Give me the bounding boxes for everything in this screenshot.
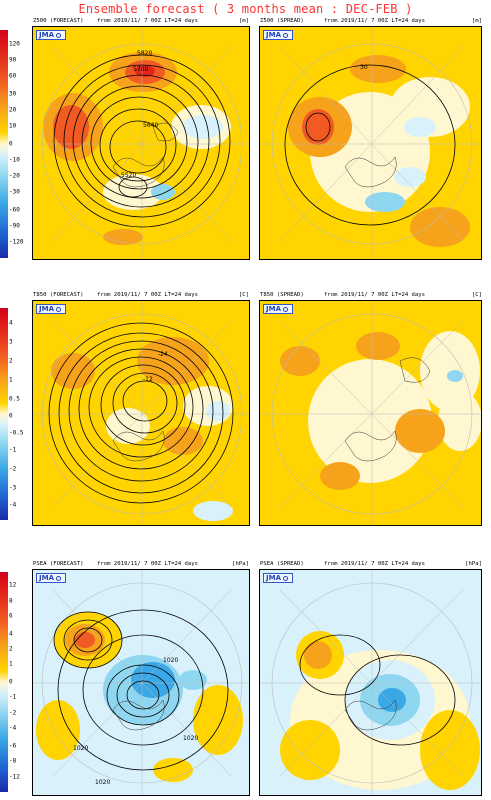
contour-label: 30 [360,64,368,71]
colorbar-tick: -90 [9,222,20,230]
map-z500-forecast: 5820 5700 5640 5520 JMA [32,26,250,260]
colorbar-tick: 0 [9,678,13,686]
colorbar-tick: 20 [9,106,17,114]
colorbar-tick: 0.5 [9,395,20,403]
colorbar-tick: -4 [9,501,17,509]
colorbar-z500-ticks: 120 90 60 30 20 10 0 -10 -20 -30 -60 -90… [9,30,31,258]
panel-unit: [hPa] [232,561,249,567]
contour-label: 1020 [183,735,198,742]
map-t850-forecast-svg: -24 -12 [33,301,249,525]
colorbar-tick: -30 [9,188,20,196]
jma-logo: JMA [263,304,293,314]
panel-from: from 2019/11/ 7 00Z LT=24 days [324,18,426,24]
colorbar-tick: -10 [9,156,20,164]
panel-from: from 2019/11/ 7 00Z LT=24 days [97,292,199,298]
map-z500-spread: 30 JMA [259,26,482,260]
colorbar-tick: 4 [9,319,13,327]
map-t850-spread-svg [260,301,481,525]
panel-label: Z500 (FORECAST) [33,18,84,24]
panel-from: from 2019/11/ 7 00Z LT=24 days [97,18,199,24]
panel-from: from 2019/11/ 7 00Z LT=24 days [324,292,426,298]
colorbar-tick: -4 [9,724,17,732]
colorbar-tick: 8 [9,597,13,605]
contour-label: 5820 [137,50,152,57]
map-psea-spread: JMA [259,569,482,796]
colorbar-tick: 6 [9,612,13,620]
panel-unit: [m] [238,18,249,24]
panel-unit: [C] [471,292,482,298]
contour-label: 1020 [95,779,110,786]
colorbar-tick: -3 [9,484,17,492]
colorbar-psea-ticks: 12 8 6 4 2 1 0 -1 -2 -4 -6 -8 -12 [9,572,31,792]
panel-header-z500-spread: Z500 (SPREAD) from 2019/11/ 7 00Z LT=24 … [260,17,482,25]
colorbar-tick: -2 [9,465,17,473]
panel-header-t850-forecast: T850 (FORECAST) from 2019/11/ 7 00Z LT=2… [33,291,249,299]
colorbar-tick: -1 [9,693,17,701]
panel-unit: [m] [471,18,482,24]
panel-label: T850 (SPREAD) [260,292,304,298]
colorbar-tick: -6 [9,742,17,750]
colorbar-tick: -8 [9,757,17,765]
colorbar-tick: 3 [9,338,13,346]
panel-unit: [C] [238,292,249,298]
map-z500-spread-svg: 30 [260,27,481,259]
colorbar-tick: -2 [9,709,17,717]
map-psea-forecast-svg: 1020 1020 1020 1020 [33,570,249,795]
colorbar-tick: -1 [9,446,17,454]
colorbar-tick: 10 [9,122,17,130]
colorbar-tick: 120 [9,40,20,48]
page-title: Ensemble forecast ( 3 months mean : DEC-… [78,2,413,16]
colorbar-tick: 4 [9,630,13,638]
panel-header-psea-forecast: PSEA (FORECAST) from 2019/11/ 7 00Z LT=2… [33,560,249,568]
panel-from: from 2019/11/ 7 00Z LT=24 days [97,561,199,567]
colorbar-tick: -0.5 [9,429,24,437]
map-z500-forecast-svg: 5820 5700 5640 5520 [33,27,249,259]
colorbar-tick: -120 [9,238,24,246]
jma-logo: JMA [263,30,293,40]
colorbar-psea [0,572,8,792]
jma-logo: JMA [36,304,66,314]
jma-logo: JMA [263,573,293,583]
contour-label: 1020 [73,745,88,752]
contour-label: 1020 [163,657,178,664]
colorbar-tick: 12 [9,581,17,589]
panel-header-t850-spread: T850 (SPREAD) from 2019/11/ 7 00Z LT=24 … [260,291,482,299]
panel-unit: [hPa] [465,561,482,567]
colorbar-tick: -12 [9,773,20,781]
colorbar-tick: 1 [9,660,13,668]
panel-header-z500-forecast: Z500 (FORECAST) from 2019/11/ 7 00Z LT=2… [33,17,249,25]
contour-label: 5520 [121,172,136,179]
contour-label: 5640 [143,122,158,129]
colorbar-t850-ticks: 4 3 2 1 0.5 0 -0.5 -1 -2 -3 -4 [9,308,31,520]
colorbar-tick: -20 [9,172,20,180]
panel-label: PSEA (FORECAST) [33,561,84,567]
colorbar-tick: -60 [9,206,20,214]
panel-label: T850 (FORECAST) [33,292,84,298]
contour-label: 5700 [133,66,148,73]
contour-label: -24 [158,351,168,358]
map-psea-spread-svg [260,570,481,795]
colorbar-tick: 30 [9,90,17,98]
contour-label: -12 [143,376,153,383]
colorbar-tick: 1 [9,376,13,384]
colorbar-tick: 2 [9,645,13,653]
panel-label: Z500 (SPREAD) [260,18,304,24]
colorbar-tick: 60 [9,72,17,80]
colorbar-z500 [0,30,8,258]
colorbar-t850 [0,308,8,520]
jma-logo: JMA [36,30,66,40]
jma-logo: JMA [36,573,66,583]
colorbar-tick: 2 [9,357,13,365]
colorbar-tick: 0 [9,140,13,148]
panel-from: from 2019/11/ 7 00Z LT=24 days [324,561,426,567]
map-t850-forecast: -24 -12 JMA [32,300,250,526]
panel-header-psea-spread: PSEA (SPREAD) from 2019/11/ 7 00Z LT=24 … [260,560,482,568]
panel-label: PSEA (SPREAD) [260,561,304,567]
map-psea-forecast: 1020 1020 1020 1020 JMA [32,569,250,796]
map-t850-spread: JMA [259,300,482,526]
colorbar-tick: 90 [9,56,17,64]
colorbar-tick: 0 [9,412,13,420]
